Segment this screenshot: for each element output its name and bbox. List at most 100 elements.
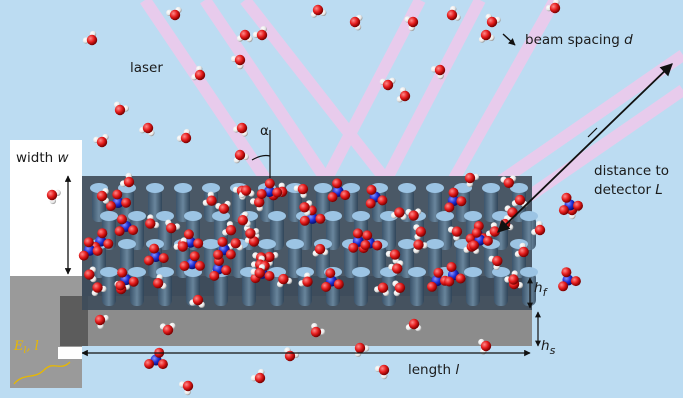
oxygen-atom	[225, 225, 237, 236]
oxygen-atom	[94, 314, 106, 326]
oxygen-atom	[121, 197, 132, 208]
oxygen-atom	[392, 263, 403, 274]
oxygen-atom	[492, 255, 503, 267]
oxygen-atom	[225, 249, 236, 260]
oxygen-atom	[561, 267, 572, 278]
oxygen-atom	[407, 16, 419, 28]
oxygen-atom	[340, 190, 351, 201]
oxygen-atom	[394, 282, 406, 293]
oxygen-atom	[399, 90, 411, 102]
oxygen-atom	[451, 226, 463, 237]
oxygen-atom	[408, 318, 420, 330]
oxygen-atom	[213, 249, 224, 260]
alpha-label: α	[260, 123, 269, 139]
distance-label-line2: detector L	[594, 182, 663, 198]
oxygen-atom	[372, 240, 383, 251]
pillar-cap	[128, 267, 146, 277]
oxygen-atom	[218, 203, 230, 214]
oxygen-atom	[256, 29, 268, 41]
oxygen-atom	[348, 242, 359, 253]
oxygen-atom	[145, 218, 156, 229]
pillar-cap	[464, 211, 482, 221]
oxygen-atom	[514, 194, 526, 206]
oxygen-atom	[254, 267, 265, 279]
pillar-cap	[324, 211, 342, 221]
oxygen-atom	[570, 276, 581, 287]
oxygen-atom	[312, 4, 324, 16]
oxygen-atom	[254, 372, 266, 384]
oxygen-atom	[236, 122, 248, 134]
oxygen-atom	[192, 294, 204, 306]
oxygen-atom	[149, 243, 160, 254]
oxygen-atom	[377, 195, 388, 206]
pillar-cap	[436, 211, 454, 221]
oxygen-atom	[558, 281, 569, 292]
oxygen-atom	[78, 250, 89, 261]
oxygen-atom	[264, 178, 275, 189]
oxygen-atom	[256, 189, 267, 199]
hs-label: hs	[541, 338, 556, 357]
pillar-cap	[202, 183, 220, 193]
pillar-cap	[128, 211, 146, 221]
oxygen-atom	[157, 359, 168, 370]
oxygen-atom	[508, 274, 519, 285]
oxygen-atom	[325, 268, 336, 279]
oxygen-atom	[264, 271, 275, 281]
oxygen-atom	[427, 281, 437, 292]
distance-tick	[587, 127, 598, 138]
oxygen-atom	[166, 222, 177, 234]
oxygen-atom	[83, 237, 94, 248]
oxygen-atom	[179, 261, 190, 271]
oxygen-atom	[248, 236, 260, 247]
oxygen-atom	[480, 29, 492, 41]
pillar-cap	[352, 267, 370, 277]
oxygen-atom	[446, 9, 458, 21]
oxygen-atom	[518, 246, 529, 258]
pillar-cap	[520, 211, 538, 221]
oxygen-atom	[103, 238, 114, 249]
pillar	[214, 272, 228, 306]
pillar-cap	[258, 239, 276, 249]
pillar-cap	[408, 267, 426, 277]
oxygen-atom	[264, 251, 275, 263]
oxygen-atom	[299, 202, 310, 213]
oxygen-atom	[434, 64, 446, 76]
oxygen-atom	[486, 16, 498, 28]
oxygen-atom	[96, 190, 108, 202]
pillar	[382, 272, 396, 306]
oxygen-atom	[446, 262, 457, 272]
oxygen-atom	[152, 278, 164, 289]
oxygen-atom	[394, 207, 405, 218]
oxygen-atom	[114, 104, 126, 116]
oxygen-atom	[237, 215, 248, 226]
pillar-cap	[520, 267, 538, 277]
oxygen-atom	[327, 192, 338, 203]
pillar	[102, 272, 116, 306]
pillar-cap	[398, 239, 416, 249]
oxygen-atom	[230, 238, 241, 249]
oxygen-atom	[558, 205, 569, 216]
oxygen-atom	[92, 282, 103, 293]
oxygen-atom	[194, 69, 206, 81]
pillar	[354, 272, 368, 306]
oxygen-atom	[272, 187, 283, 198]
oxygen-atom	[349, 16, 361, 28]
oxygen-atom	[332, 178, 343, 189]
oxygen-atom	[128, 225, 139, 236]
oxygen-atom	[471, 227, 482, 238]
oxygen-atom	[46, 189, 58, 201]
oxygen-atom	[177, 241, 188, 252]
oxygen-atom	[123, 176, 135, 188]
length-label: length l	[408, 362, 459, 378]
oxygen-atom	[360, 240, 371, 250]
oxygen-atom	[209, 270, 220, 281]
oxygen-atom	[182, 380, 194, 392]
oxygen-atom	[464, 172, 476, 184]
oxygen-atom	[573, 200, 583, 211]
oxygen-atom	[143, 255, 154, 266]
oxygen-atom	[444, 202, 455, 213]
pillar-cap	[174, 183, 192, 193]
oxygen-atom	[189, 251, 200, 262]
distance-arrow	[497, 63, 673, 233]
